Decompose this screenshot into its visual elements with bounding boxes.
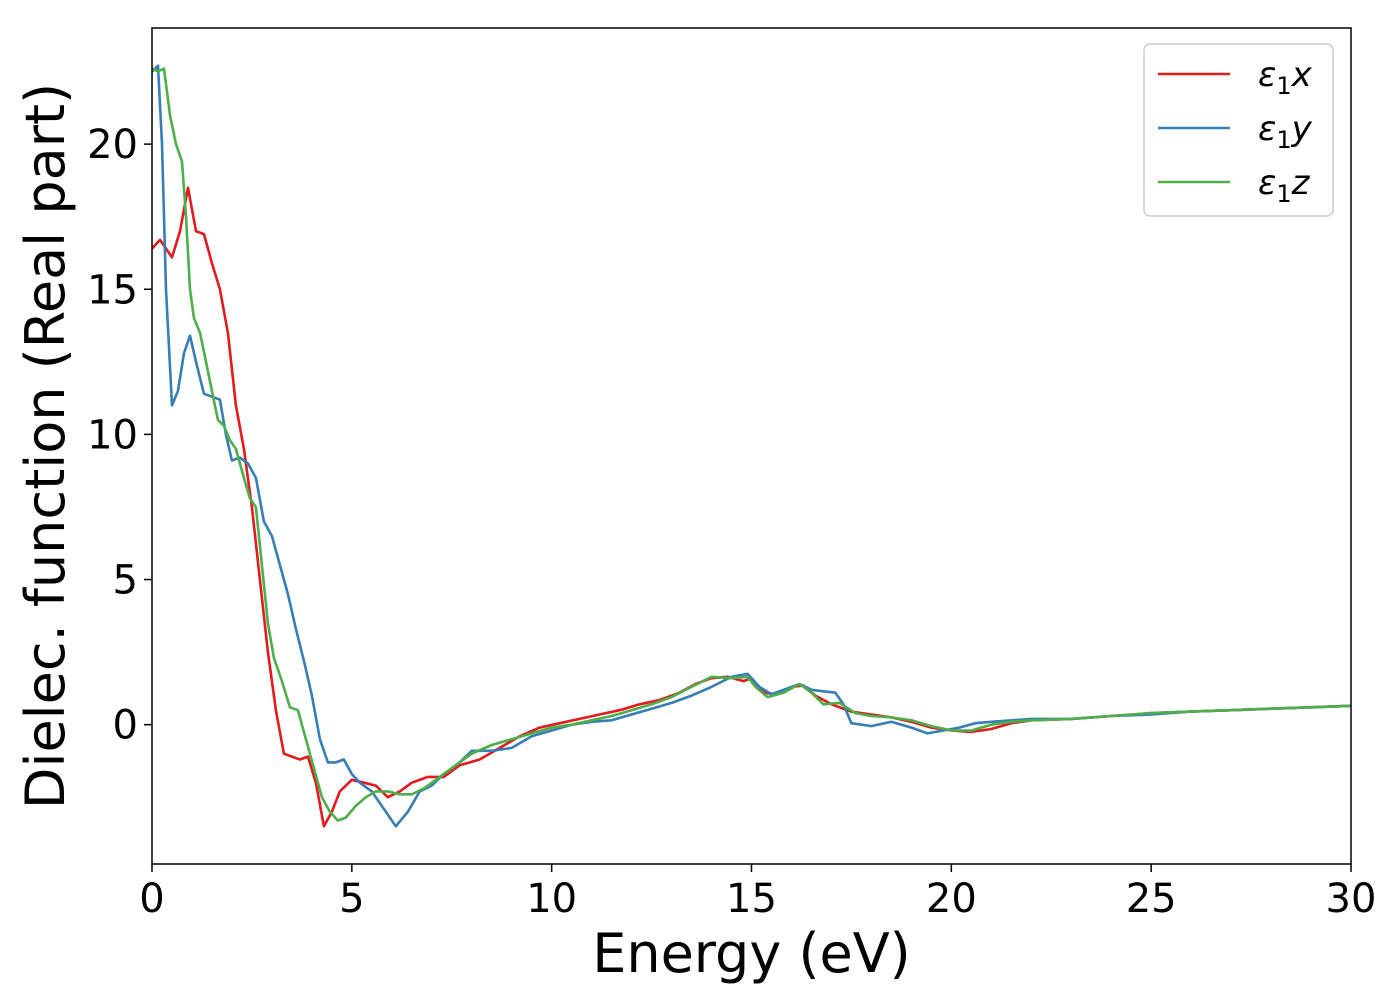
y-tick-label: 0 [113,703,138,749]
y-tick-label: 20 [87,122,138,168]
x-tick-label: 0 [139,876,164,922]
x-tick-label: 5 [339,876,364,922]
y-tick-label: 10 [87,412,138,458]
x-axis-ticks: 0 5 10 15 20 25 30 [139,864,1376,922]
legend-label-z: ε1z [1258,163,1311,208]
y-axis-ticks: 0 5 10 15 20 [87,122,152,749]
x-tick-label: 15 [726,876,777,922]
x-tick-label: 25 [1126,876,1177,922]
legend-label-y: ε1y [1258,109,1313,154]
series-layer [152,64,1351,828]
x-tick-label: 30 [1326,876,1377,922]
x-tick-label: 20 [926,876,977,922]
y-tick-label: 15 [87,267,138,313]
y-tick-label: 5 [113,558,138,604]
y-axis-label: Dielec. function (Real part) [14,83,77,809]
x-axis-label: Energy (eV) [592,922,911,985]
legend-box [1143,43,1334,217]
series-line-z [152,67,1351,822]
series-line-x [152,186,1351,828]
legend: ε1x ε1y ε1z [1143,43,1334,217]
series-line-y [152,64,1351,828]
legend-label-x: ε1x [1258,55,1313,100]
x-tick-label: 10 [526,876,577,922]
